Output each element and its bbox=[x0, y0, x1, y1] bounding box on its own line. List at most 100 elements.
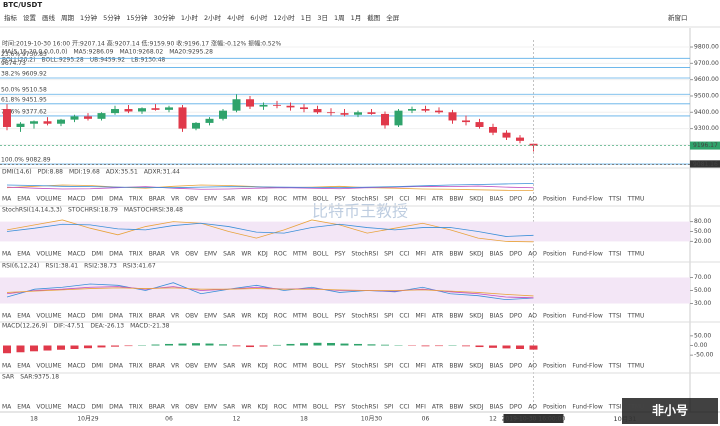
indicator-tab[interactable]: CCI bbox=[399, 363, 409, 370]
indicator-tab[interactable]: BRAR bbox=[149, 251, 165, 258]
indicator-tab[interactable]: MFI bbox=[415, 313, 426, 320]
indicator-tab[interactable]: WR bbox=[241, 404, 251, 411]
indicator-tab[interactable]: CCI bbox=[399, 404, 409, 411]
indicator-tab[interactable]: SAR bbox=[223, 251, 235, 258]
indicator-tab[interactable]: VR bbox=[171, 251, 179, 258]
indicator-tab[interactable]: StochRSI bbox=[351, 251, 378, 258]
toolbar-item[interactable]: 1周 bbox=[334, 14, 345, 22]
toolbar-item[interactable]: 画线 bbox=[42, 13, 56, 22]
indicator-tab[interactable]: VOLUME bbox=[36, 404, 61, 411]
indicator-tab[interactable]: DMA bbox=[109, 404, 124, 411]
indicator-tab[interactable]: VOLUME bbox=[36, 313, 61, 320]
indicator-tab[interactable]: SPI bbox=[384, 404, 393, 411]
indicator-tab[interactable]: TRIX bbox=[128, 196, 143, 203]
indicator-tab[interactable]: BRAR bbox=[149, 196, 165, 203]
indicator-tab[interactable]: Position bbox=[543, 196, 567, 203]
indicator-tab[interactable]: MACD bbox=[67, 196, 85, 203]
indicator-tab[interactable]: WR bbox=[241, 196, 251, 203]
indicator-tab[interactable]: ROC bbox=[274, 404, 287, 411]
indicator-tab[interactable]: MTM bbox=[293, 251, 307, 258]
indicator-tab[interactable]: AO bbox=[528, 404, 537, 411]
indicator-tab[interactable]: OBV bbox=[185, 404, 199, 411]
indicator-tab[interactable]: StochRSI bbox=[351, 363, 378, 370]
toolbar-item[interactable]: 1分钟 bbox=[80, 13, 98, 22]
indicator-tab[interactable]: MTM bbox=[293, 404, 307, 411]
indicator-tab[interactable]: DMI bbox=[91, 363, 103, 370]
indicator-tab[interactable]: SKDJ bbox=[469, 251, 483, 258]
indicator-tab[interactable]: EMA bbox=[17, 363, 31, 370]
indicator-tab[interactable]: PSY bbox=[334, 196, 345, 203]
indicator-tab[interactable]: ATR bbox=[432, 251, 443, 258]
toolbar-item[interactable]: 全屏 bbox=[386, 13, 400, 22]
indicator-tab[interactable]: TTSI bbox=[608, 251, 622, 258]
indicator-tab[interactable]: MA bbox=[2, 363, 12, 370]
indicator-tab[interactable]: CCI bbox=[399, 196, 409, 203]
indicator-tab[interactable]: DPO bbox=[509, 196, 522, 203]
indicator-tab[interactable]: StochRSI bbox=[351, 313, 378, 320]
indicator-tab[interactable]: TTSI bbox=[608, 404, 622, 411]
indicator-tab[interactable]: DMI bbox=[91, 251, 103, 258]
indicator-tab[interactable]: StochRSI bbox=[351, 196, 378, 203]
indicator-tab[interactable]: MFI bbox=[415, 196, 426, 203]
indicator-tab[interactable]: DPO bbox=[509, 313, 522, 320]
indicator-tab[interactable]: Position bbox=[543, 251, 567, 258]
indicator-tab[interactable]: BBW bbox=[449, 251, 463, 258]
indicator-tab[interactable]: MACD bbox=[67, 404, 85, 411]
indicator-tab[interactable]: MA bbox=[2, 251, 12, 258]
indicator-tab[interactable]: TTSI bbox=[608, 363, 622, 370]
toolbar-item[interactable]: 12小时 bbox=[273, 13, 295, 22]
toolbar-item[interactable]: 6小时 bbox=[250, 13, 268, 22]
indicator-tab[interactable]: DMA bbox=[109, 313, 124, 320]
indicator-tab[interactable]: SAR bbox=[223, 313, 235, 320]
indicator-tab[interactable]: MTM bbox=[293, 313, 307, 320]
indicator-tab[interactable]: Position bbox=[543, 404, 567, 411]
indicator-tab[interactable]: DPO bbox=[509, 251, 522, 258]
indicator-tab[interactable]: TTMU bbox=[627, 196, 645, 203]
toolbar-item[interactable]: 周期 bbox=[61, 14, 75, 22]
indicator-tab[interactable]: VR bbox=[171, 363, 179, 370]
indicator-tab[interactable]: BRAR bbox=[149, 313, 165, 320]
indicator-tab[interactable]: EMV bbox=[204, 313, 218, 320]
indicator-tab[interactable]: VOLUME bbox=[36, 363, 61, 370]
indicator-tab[interactable]: SPI bbox=[384, 196, 393, 203]
indicator-tab[interactable]: MFI bbox=[415, 251, 426, 258]
indicator-tab[interactable]: CCI bbox=[399, 251, 409, 258]
indicator-tab[interactable]: DPO bbox=[509, 363, 522, 370]
indicator-tab[interactable]: BOLL bbox=[313, 404, 329, 411]
indicator-tab[interactable]: DMI bbox=[91, 313, 103, 320]
indicator-tab[interactable]: MFI bbox=[415, 363, 426, 370]
toolbar-item[interactable]: 5分钟 bbox=[103, 13, 121, 22]
indicator-tab[interactable]: WR bbox=[241, 251, 251, 258]
indicator-tab[interactable]: MACD bbox=[67, 363, 85, 370]
indicator-tab[interactable]: EMV bbox=[204, 363, 218, 370]
indicator-tab[interactable]: EMA bbox=[17, 251, 31, 258]
indicator-tab[interactable]: BIAS bbox=[489, 196, 503, 203]
indicator-tab[interactable]: BBW bbox=[449, 363, 463, 370]
indicator-tab[interactable]: OBV bbox=[185, 251, 199, 258]
indicator-tab[interactable]: KDJ bbox=[257, 251, 268, 258]
indicator-tab[interactable]: ROC bbox=[274, 196, 287, 203]
indicator-tab[interactable]: EMV bbox=[204, 196, 218, 203]
indicator-tab[interactable]: ATR bbox=[432, 363, 443, 370]
indicator-tab[interactable]: PSY bbox=[334, 251, 345, 258]
indicator-tab[interactable]: BIAS bbox=[489, 404, 503, 411]
indicator-tab[interactable]: VR bbox=[171, 196, 179, 203]
indicator-tab[interactable]: BOLL bbox=[313, 313, 329, 320]
indicator-tab[interactable]: TRIX bbox=[128, 251, 143, 258]
indicator-tab[interactable]: VR bbox=[171, 404, 179, 411]
indicator-tab[interactable]: AO bbox=[528, 363, 537, 370]
indicator-tab[interactable]: EMA bbox=[17, 404, 31, 411]
indicator-tab[interactable]: TTMU bbox=[627, 363, 645, 370]
indicator-tab[interactable]: TTMU bbox=[627, 251, 645, 258]
indicator-tab[interactable]: MTM bbox=[293, 363, 307, 370]
indicator-tab[interactable]: ATR bbox=[432, 404, 443, 411]
indicator-tab[interactable]: BIAS bbox=[489, 363, 503, 370]
indicator-tab[interactable]: EMV bbox=[204, 251, 218, 258]
indicator-tab[interactable]: KDJ bbox=[257, 313, 268, 320]
indicator-tab[interactable]: SAR bbox=[223, 404, 235, 411]
indicator-tab[interactable]: SPI bbox=[384, 363, 393, 370]
indicator-tab[interactable]: Fund-Flow bbox=[572, 196, 602, 203]
indicator-tab[interactable]: TTSI bbox=[608, 196, 622, 203]
toolbar-item[interactable]: 截图 bbox=[367, 13, 380, 22]
indicator-tab[interactable]: AO bbox=[528, 313, 537, 320]
